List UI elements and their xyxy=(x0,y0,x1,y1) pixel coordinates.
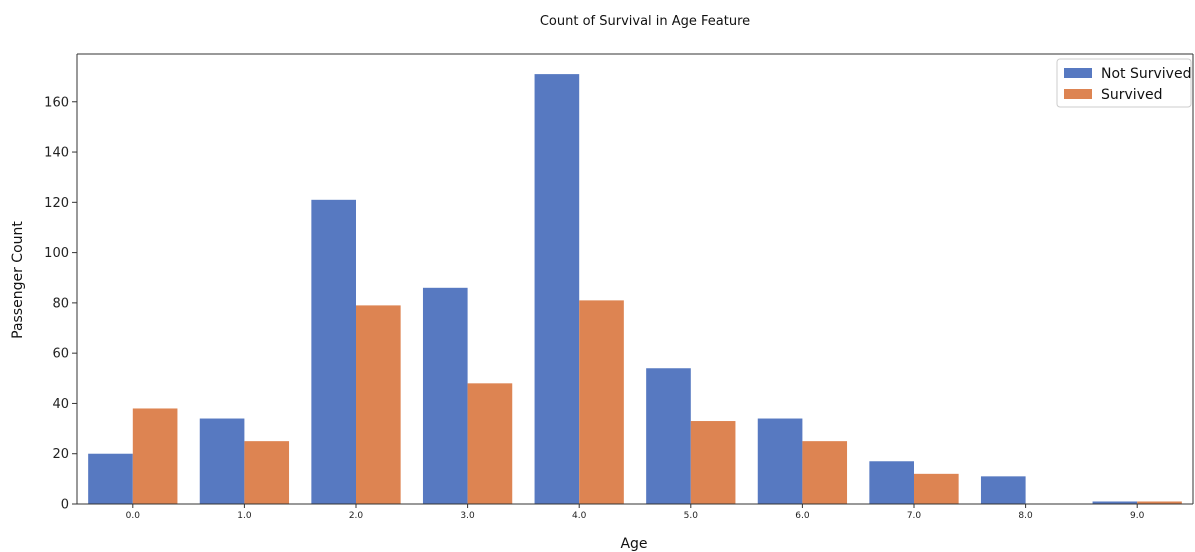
bar-not-survived-6 xyxy=(757,418,803,504)
y-tick-label: 40 xyxy=(52,397,69,412)
x-tick-label: 5.0 xyxy=(684,511,699,521)
x-tick-label: 1.0 xyxy=(237,511,252,521)
y-axis: 0 20 40 60 80 100 120 140 160 xyxy=(44,54,78,513)
y-tick-label: 120 xyxy=(44,196,69,211)
bar-not-survived-1 xyxy=(199,418,245,504)
bar-survived-2 xyxy=(356,305,401,504)
legend-swatch-survived xyxy=(1064,89,1092,99)
legend-label-survived: Survived xyxy=(1101,87,1162,103)
x-tick-label: 0.0 xyxy=(126,511,141,521)
bar-not-survived-4 xyxy=(534,74,580,505)
bar-survived-6 xyxy=(802,441,848,504)
y-tick-label: 140 xyxy=(44,146,69,161)
x-tick-label: 9.0 xyxy=(1130,511,1145,521)
legend-label-not-survived: Not Survived xyxy=(1101,66,1191,82)
bar-survived-7 xyxy=(914,473,959,504)
bar-survived-1 xyxy=(244,441,290,504)
y-tick-label: 100 xyxy=(44,246,69,261)
y-axis-label: Passenger Count xyxy=(10,221,26,339)
legend: Not Survived Survived xyxy=(1056,58,1192,108)
bar-survived-5 xyxy=(690,421,736,504)
x-axis-label: Age xyxy=(620,536,647,552)
bar-not-survived-0 xyxy=(88,453,133,504)
x-tick-label: 2.0 xyxy=(349,511,364,521)
y-tick-label: 20 xyxy=(52,447,69,462)
bar-survived-9 xyxy=(1137,501,1182,504)
x-axis: 0.0 1.0 2.0 3.0 4.0 5.0 6.0 7.0 8.0 9.0 xyxy=(77,53,1194,521)
legend-swatch-not-survived xyxy=(1064,68,1092,78)
bar-not-survived-8 xyxy=(980,476,1026,504)
plot-area xyxy=(88,74,1182,505)
x-tick-label: 3.0 xyxy=(460,511,475,521)
bar-not-survived-7 xyxy=(869,461,914,504)
x-tick-label: 7.0 xyxy=(907,511,922,521)
y-tick-label: 0 xyxy=(61,498,69,513)
x-tick-label: 4.0 xyxy=(572,511,587,521)
x-tick-label: 6.0 xyxy=(795,511,810,521)
bar-survived-0 xyxy=(132,408,178,504)
bar-survived-4 xyxy=(579,300,624,504)
bar-not-survived-3 xyxy=(422,287,468,504)
y-tick-label: 80 xyxy=(52,296,69,311)
y-tick-label: 60 xyxy=(52,347,69,362)
bar-not-survived-5 xyxy=(646,368,691,504)
x-tick-label: 8.0 xyxy=(1018,511,1033,521)
bar-survived-3 xyxy=(467,383,513,504)
chart-title: Count of Survival in Age Feature xyxy=(540,14,750,29)
bar-not-survived-9 xyxy=(1092,501,1138,504)
bar-not-survived-2 xyxy=(311,199,356,504)
y-tick-label: 160 xyxy=(44,95,69,110)
